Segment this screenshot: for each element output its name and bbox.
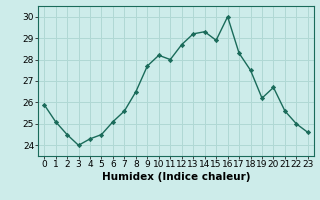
X-axis label: Humidex (Indice chaleur): Humidex (Indice chaleur) (102, 172, 250, 182)
